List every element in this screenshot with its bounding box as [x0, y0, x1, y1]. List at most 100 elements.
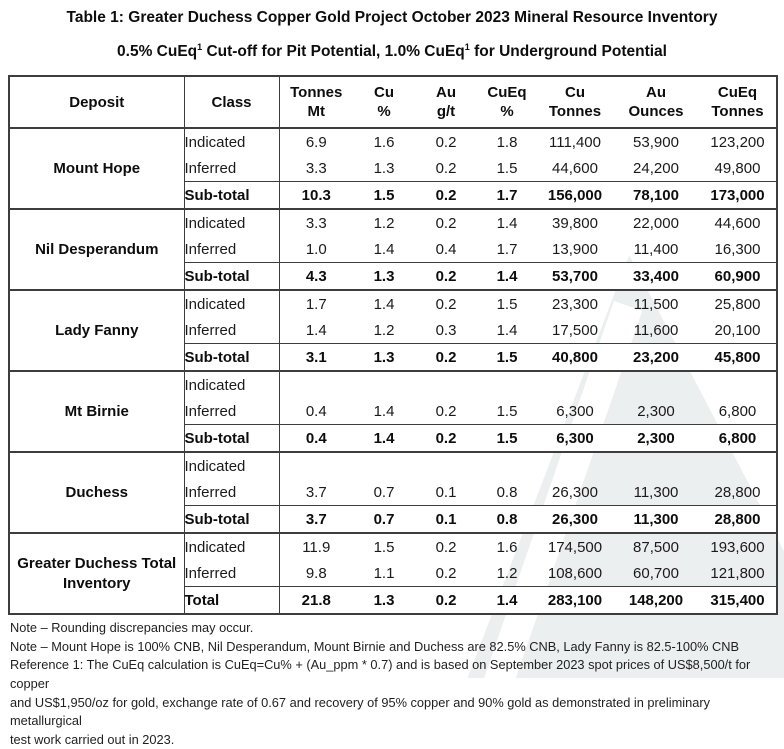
value-cell: 173,000	[699, 181, 777, 211]
value-cell: 0.4	[279, 424, 353, 454]
value-cell: 26,300	[552, 483, 598, 501]
value-cell: 0.8	[477, 505, 537, 535]
value-cell: 6,800	[699, 424, 777, 454]
value-cell: 0.7	[353, 505, 415, 535]
value-cell: 1.4	[373, 402, 395, 420]
subtotal-row: Total 21.8 1.3 0.2 1.4 283,100 148,200 315,400	[9, 586, 777, 616]
value-cell: 53,700	[537, 262, 613, 292]
value-cell: 25,800	[714, 295, 761, 313]
value-cell: 9.8	[305, 564, 327, 582]
value-cell	[699, 371, 777, 398]
note-reference-line2: and US$1,950/oz for gold, exchange rate …	[10, 694, 710, 729]
class-label: Total	[184, 586, 280, 616]
value-cell: 0.4	[435, 240, 457, 258]
data-row: Lady Fanny Indicated 1.7 1.4 0.2 1.5 23,300 11,…	[9, 290, 777, 373]
class-label: Inferred	[184, 398, 280, 425]
value-cell: 0.2	[415, 181, 477, 211]
value-cell: 1.8	[496, 133, 518, 151]
value-cell: 1.5	[477, 343, 537, 373]
value-cell	[613, 371, 699, 398]
value-cell: 28,800	[699, 505, 777, 535]
value-cell: 0.4	[305, 402, 327, 420]
header-cueq-tonnes: CuEq Tonnes	[699, 76, 777, 130]
class-label: Inferred	[184, 560, 280, 587]
table-title: Table 1: Greater Duchess Copper Gold Pro…	[66, 9, 718, 26]
value-cell: 60,900	[699, 262, 777, 292]
value-cell: 45,800	[699, 343, 777, 373]
value-cell: 1.4	[353, 424, 415, 454]
class-label: Inferred	[184, 155, 280, 182]
value-cell: 0.2	[415, 262, 477, 292]
value-cell: 87,500	[633, 538, 679, 556]
value-cell: 13,900	[552, 240, 598, 258]
class-label: Indicated	[184, 371, 280, 399]
note-reference-line3: test work carried out in 2023.	[10, 731, 175, 747]
value-cell: 1.4	[496, 321, 518, 339]
header-au-ounces: Au Ounces	[613, 76, 699, 130]
value-cell: 22,000	[633, 214, 679, 232]
value-cell: 121,800	[710, 564, 765, 582]
value-cell: 0.2	[435, 214, 457, 232]
value-cell: 1.3	[353, 262, 415, 292]
value-cell: 1.5	[373, 538, 395, 556]
value-cell: 0.1	[415, 505, 477, 535]
value-cell: 53,900	[633, 133, 679, 151]
header-cu-pct: Cu%	[353, 76, 415, 130]
subtotal-row: Sub-total 0.4 1.4 0.2 1.5 6,300 2,300 6,800	[9, 424, 777, 454]
value-cell: 156,000	[537, 181, 613, 211]
data-row: Inferred 3.7 0.7 0.1 0.8 26,300 11,300 28,800	[9, 479, 777, 506]
value-cell: 1.2	[373, 214, 395, 232]
value-cell: 11,300	[633, 483, 679, 501]
class-label: Sub-total	[184, 343, 280, 373]
value-cell: 39,800	[552, 214, 598, 232]
header-au-gpt: Au g/t	[415, 76, 477, 130]
note-reference-line1: Reference 1: The CuEq calculation is CuE…	[10, 657, 751, 691]
value-cell: 1.1	[373, 564, 395, 582]
note-ownership: Note – Mount Hope is 100% CNB, Nil Despe…	[10, 638, 740, 654]
class-label: Indicated	[184, 209, 280, 237]
value-cell: 60,700	[633, 564, 679, 582]
value-cell: 0.2	[435, 538, 457, 556]
value-cell: 6.9	[305, 133, 327, 151]
value-cell: 44,600	[714, 214, 761, 232]
value-cell: 11,500	[633, 295, 679, 313]
value-cell	[613, 452, 699, 479]
resource-inventory-table: Deposit Class Tonnes Mt Cu% Au g/t CuEq% C…	[8, 75, 778, 616]
table-header: Deposit Class Tonnes Mt Cu% Au g/t CuEq% C…	[9, 76, 777, 130]
value-cell: 23,200	[613, 343, 699, 373]
value-cell	[537, 371, 613, 398]
value-cell: 11.9	[302, 538, 331, 556]
value-cell	[477, 452, 537, 479]
value-cell: 3.3	[305, 214, 327, 232]
value-cell: 1.3	[353, 586, 415, 616]
deposit-name: Nil Desperandum	[9, 209, 185, 292]
title-block: Table 1: Greater Duchess Copper Gold Pro…	[0, 0, 784, 63]
class-label: Indicated	[184, 128, 280, 156]
value-cell: 11,300	[613, 505, 699, 535]
header-class: Class	[184, 76, 280, 130]
header-cu-tonnes: Cu Tonnes	[537, 76, 613, 130]
value-cell: 3.7	[279, 505, 353, 535]
value-cell: 0.2	[435, 295, 457, 313]
value-cell: 1.7	[477, 181, 537, 211]
value-cell: 1.2	[373, 321, 395, 339]
class-label: Sub-total	[184, 181, 280, 211]
reference-superscript: 1	[197, 42, 203, 52]
class-label: Inferred	[184, 236, 280, 263]
data-row: Inferred 0.4 1.4 0.2 1.5 6,300 2,300 6,800	[9, 398, 777, 425]
table-subtitle: 0.5% CuEq1 Cut-off for Pit Potential, 1.…	[0, 36, 784, 63]
value-cell: 174,500	[547, 538, 603, 556]
value-cell: 1.2	[496, 564, 518, 582]
value-cell: 123,200	[710, 133, 765, 151]
class-label: Indicated	[184, 533, 280, 561]
value-cell	[537, 452, 613, 479]
value-cell: 1.5	[496, 402, 518, 420]
header-deposit: Deposit	[9, 76, 185, 130]
value-cell: 6,300	[537, 424, 613, 454]
value-cell: 1.4	[373, 240, 395, 258]
value-cell: 1.6	[496, 538, 518, 556]
value-cell: 0.2	[415, 343, 477, 373]
deposit-name: Greater Duchess Total Inventory	[9, 533, 185, 616]
value-cell: 78,100	[613, 181, 699, 211]
